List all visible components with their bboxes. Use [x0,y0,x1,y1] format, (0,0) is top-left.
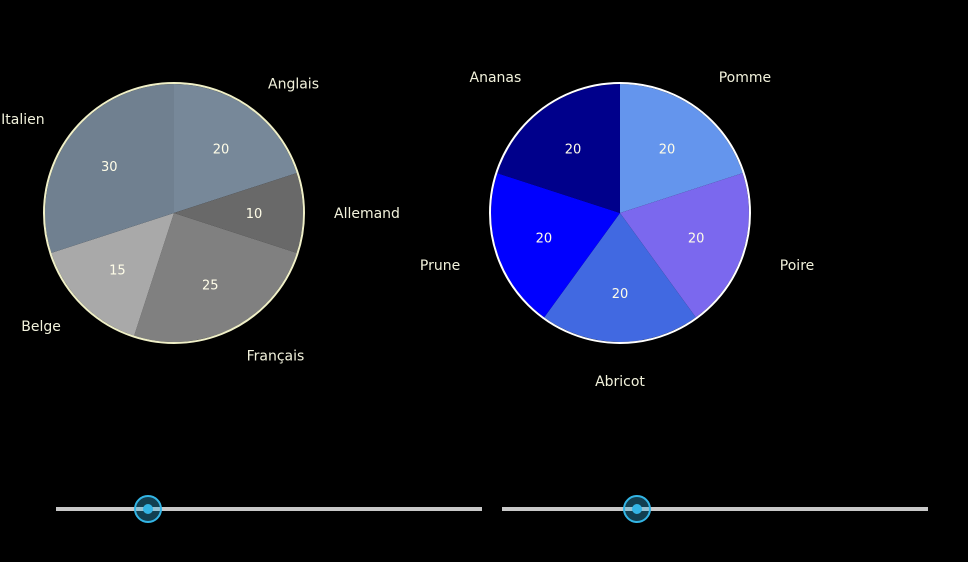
pie-slice-prune[interactable] [490,173,620,318]
slider-thumb-dot [142,504,153,514]
pie-slice-label-abricot: Abricot [595,374,645,390]
pie-outline [489,82,751,344]
pie-slice-francais[interactable] [134,213,297,343]
pie-slice-italien[interactable] [44,84,174,253]
right-chart-slider[interactable] [502,489,928,529]
pie-slice-abricot[interactable] [544,213,696,342]
pie-value-label-poire: 20 [688,232,705,247]
pie-value-label-anglais: 20 [213,142,230,157]
pie-chart-fruits: 20 Pomme 20 Poire 20 Abricot 20 Prune 20 Ananas [420,70,814,390]
pie-slice-belge[interactable] [51,213,175,336]
pie-slice-label-anglais: Anglais [268,77,319,93]
pie-value-label-francais: 25 [202,278,219,293]
pie-slice-anglais[interactable] [174,83,297,213]
pie-slice-pomme[interactable] [620,84,743,213]
pie-slice-allemand[interactable] [174,173,304,253]
pie-slice-ananas[interactable] [497,84,620,213]
slider-thumb[interactable] [623,495,652,523]
pie-slice-label-belge: Belge [21,319,61,335]
slider-thumb-dot [632,504,643,514]
pie-value-label-pomme: 20 [659,142,676,157]
slider-track[interactable] [502,507,928,511]
pie-slice-label-prune: Prune [420,258,460,274]
pie-slice-poire[interactable] [620,173,750,318]
pie-slice-label-ananas: Ananas [470,70,522,86]
pie-slice-label-pomme: Pomme [719,70,771,86]
pie-slice-label-francais: Français [247,349,305,365]
slider-thumb[interactable] [133,495,162,523]
slider-track[interactable] [56,507,482,511]
pie-slice-label-allemand: Allemand [334,206,400,222]
pie-value-label-italien: 30 [101,160,118,175]
pie-value-label-abricot: 20 [612,287,629,302]
pie-outline [43,82,305,344]
pie-value-label-allemand: 10 [246,207,263,222]
pie-value-label-ananas: 20 [565,142,582,157]
pie-value-label-prune: 20 [536,232,553,247]
left-chart-slider[interactable] [56,489,482,529]
pie-value-label-belge: 15 [109,264,126,279]
pie-slice-label-italien: Italien [1,112,44,128]
pie-slice-label-poire: Poire [780,258,814,274]
pie-chart-languages: 20 Anglais 10 Allemand 25 Français 15 Belge 30 It… [1,77,400,365]
